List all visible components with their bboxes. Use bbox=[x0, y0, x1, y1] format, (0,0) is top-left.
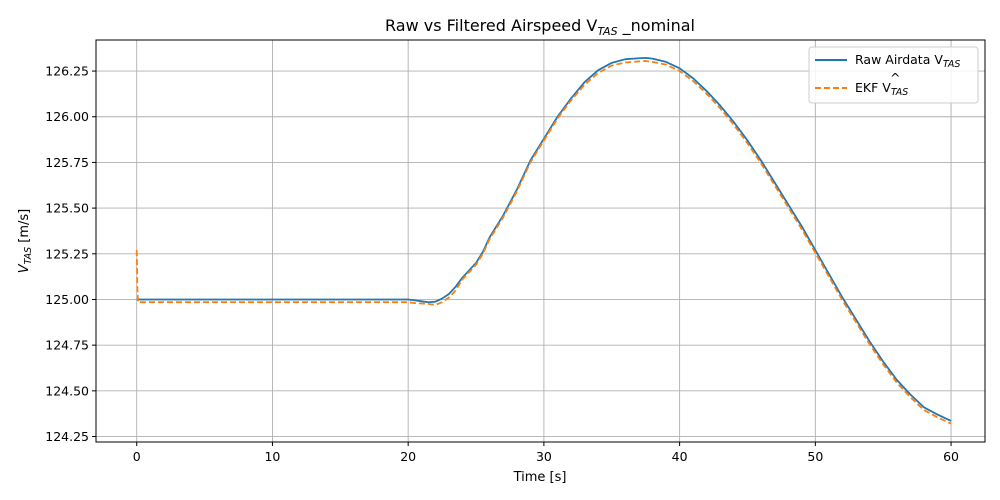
legend-box bbox=[808, 46, 979, 104]
x-tick-label: 30 bbox=[536, 449, 552, 464]
chart-title: Raw vs Filtered Airspeed VTAS _nominal bbox=[385, 16, 695, 38]
y-tick-label: 126.00 bbox=[45, 109, 89, 124]
grid bbox=[96, 40, 985, 442]
y-tick-label: 126.25 bbox=[45, 64, 89, 79]
y-tick-label: 124.75 bbox=[45, 338, 89, 353]
series-line-raw bbox=[136, 57, 952, 422]
legend-hat-mark: ^ bbox=[890, 70, 900, 85]
y-tick-label: 125.00 bbox=[45, 292, 89, 307]
legend: Raw Airdata VTAS EKF VTAS ^ bbox=[808, 46, 979, 104]
x-tick-label: 0 bbox=[133, 449, 141, 464]
series-layer bbox=[135, 57, 952, 425]
series-line-ekf bbox=[135, 60, 952, 425]
legend-entry-ekf: EKF VTAS bbox=[855, 80, 908, 98]
x-axis-ticks: 0 10 20 30 40 50 60 bbox=[133, 442, 959, 464]
x-tick-label: 60 bbox=[943, 449, 959, 464]
y-tick-label: 124.50 bbox=[45, 383, 89, 398]
x-tick-label: 10 bbox=[264, 449, 280, 464]
x-tick-label: 20 bbox=[400, 449, 416, 464]
x-tick-label: 40 bbox=[672, 449, 688, 464]
y-axis-ticks: 124.25 124.50 124.75 125.00 125.25 125.50 125.… bbox=[45, 64, 96, 444]
x-tick-label: 50 bbox=[807, 449, 823, 464]
x-axis-label: Time [s] bbox=[513, 470, 567, 485]
legend-entry-raw: Raw Airdata VTAS bbox=[855, 52, 960, 70]
y-tick-label: 125.75 bbox=[45, 155, 89, 170]
y-tick-label: 125.25 bbox=[45, 246, 89, 261]
plot-frame bbox=[95, 39, 986, 443]
y-axis-label: VTAS [m/s] bbox=[17, 209, 34, 273]
y-tick-label: 124.25 bbox=[45, 429, 89, 444]
y-tick-label: 125.50 bbox=[45, 201, 89, 216]
